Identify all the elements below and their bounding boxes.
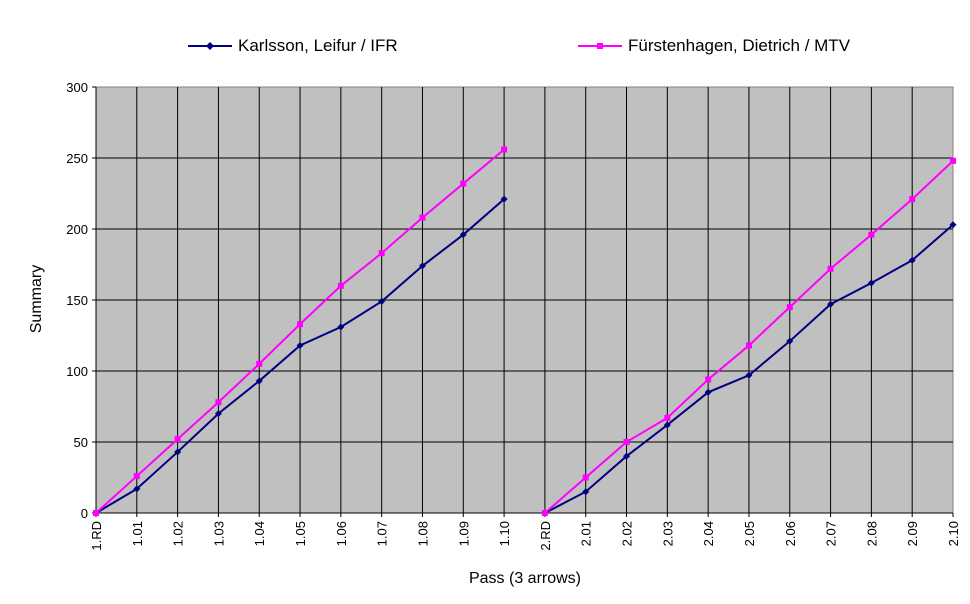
- x-tick-label: 1.04: [252, 521, 267, 546]
- data-point-karlsson: [663, 421, 671, 429]
- x-tick-label: 1.08: [415, 521, 430, 546]
- y-tick-label: 50: [74, 435, 88, 450]
- x-tick-label: 1.10: [497, 521, 512, 546]
- y-tick-label: 150: [66, 293, 88, 308]
- data-point-karlsson: [459, 231, 467, 239]
- data-point-karlsson: [908, 256, 916, 264]
- legend-label-karlsson: Karlsson, Leifur / IFR: [238, 36, 398, 55]
- data-point-karlsson: [827, 300, 835, 308]
- y-tick-label: 250: [66, 151, 88, 166]
- data-point-karlsson: [214, 410, 222, 418]
- x-tick-label: 2.03: [660, 521, 675, 546]
- data-point-karlsson: [255, 377, 263, 385]
- x-tick-label: 1.RD: [89, 521, 104, 551]
- data-point-karlsson: [174, 448, 182, 456]
- x-tick-label: 1.03: [211, 521, 226, 546]
- legend-swatch-karlsson: [188, 42, 232, 50]
- legend-label-fuerstenhagen: Fürstenhagen, Dietrich / MTV: [628, 36, 851, 55]
- data-point-karlsson: [623, 452, 631, 460]
- data-point-fuerstenhagen: [501, 146, 508, 153]
- x-tick-label: 1.09: [456, 521, 471, 546]
- data-point-karlsson: [786, 337, 794, 345]
- data-point-karlsson: [704, 388, 712, 396]
- y-axis-label: Summary: [28, 264, 45, 334]
- data-point-fuerstenhagen: [745, 342, 752, 349]
- y-tick-label: 300: [66, 80, 88, 95]
- data-point-karlsson: [949, 221, 957, 229]
- data-point-fuerstenhagen: [868, 231, 875, 238]
- data-point-fuerstenhagen: [337, 282, 344, 289]
- x-tick-label: 1.05: [293, 521, 308, 546]
- data-point-karlsson: [378, 297, 386, 305]
- data-point-fuerstenhagen: [705, 376, 712, 383]
- data-point-karlsson: [133, 485, 141, 493]
- data-point-fuerstenhagen: [582, 474, 589, 481]
- data-point-karlsson: [296, 341, 304, 349]
- x-tick-label: 2.08: [864, 521, 879, 546]
- data-point-fuerstenhagen: [827, 265, 834, 272]
- data-point-fuerstenhagen: [664, 414, 671, 421]
- x-tick-label: 2.RD: [538, 521, 553, 551]
- data-point-fuerstenhagen: [378, 250, 385, 257]
- x-tick-label: 1.06: [334, 521, 349, 546]
- legend-item-karlsson: Karlsson, Leifur / IFR: [188, 36, 398, 56]
- x-tick-label: 1.07: [375, 521, 390, 546]
- legend-swatch-fuerstenhagen: [578, 43, 622, 49]
- data-point-karlsson: [582, 488, 590, 496]
- series-group: [92, 146, 957, 517]
- y-axis-ticks: 0 50 100 150 200 250 300: [66, 80, 96, 521]
- data-point-karlsson: [867, 279, 875, 287]
- data-point-fuerstenhagen: [133, 473, 140, 480]
- data-point-fuerstenhagen: [950, 157, 956, 164]
- data-point-fuerstenhagen: [93, 510, 99, 516]
- data-point-karlsson: [337, 323, 345, 331]
- data-point-karlsson: [745, 371, 753, 379]
- data-point-fuerstenhagen: [460, 180, 467, 187]
- x-tick-label: 2.10: [946, 521, 961, 546]
- data-point-fuerstenhagen: [297, 321, 304, 328]
- legend-item-fuerstenhagen: Fürstenhagen, Dietrich / MTV: [578, 36, 850, 56]
- x-tick-label: 2.06: [783, 521, 798, 546]
- data-point-fuerstenhagen: [623, 439, 630, 445]
- x-axis-label: Pass (3 arrows): [468, 570, 582, 587]
- x-tick-label: 2.02: [620, 521, 635, 546]
- data-point-karlsson: [500, 195, 508, 203]
- data-point-fuerstenhagen: [215, 399, 222, 406]
- data-point-fuerstenhagen: [909, 196, 916, 203]
- x-tick-label: 2.09: [905, 521, 920, 546]
- x-tick-label: 2.04: [701, 521, 716, 546]
- x-tick-label: 2.05: [742, 521, 757, 546]
- x-tick-label: 1.01: [130, 521, 145, 546]
- x-axis-ticks: 1.RD 1.01 1.02 1.03 1.04 1.05 1.06 1.07 1.08 1.09…: [89, 513, 961, 551]
- x-tick-label: 1.02: [171, 521, 186, 546]
- x-tick-label: 2.01: [579, 521, 594, 546]
- y-tick-label: 0: [81, 506, 88, 521]
- y-tick-label: 200: [66, 222, 88, 237]
- data-point-fuerstenhagen: [541, 510, 548, 516]
- data-point-fuerstenhagen: [174, 436, 181, 443]
- y-tick-label: 100: [66, 364, 88, 379]
- data-point-fuerstenhagen: [419, 214, 426, 221]
- x-tick-label: 2.07: [824, 521, 839, 546]
- data-point-karlsson: [418, 262, 426, 270]
- data-point-fuerstenhagen: [256, 360, 263, 367]
- data-point-fuerstenhagen: [786, 304, 793, 311]
